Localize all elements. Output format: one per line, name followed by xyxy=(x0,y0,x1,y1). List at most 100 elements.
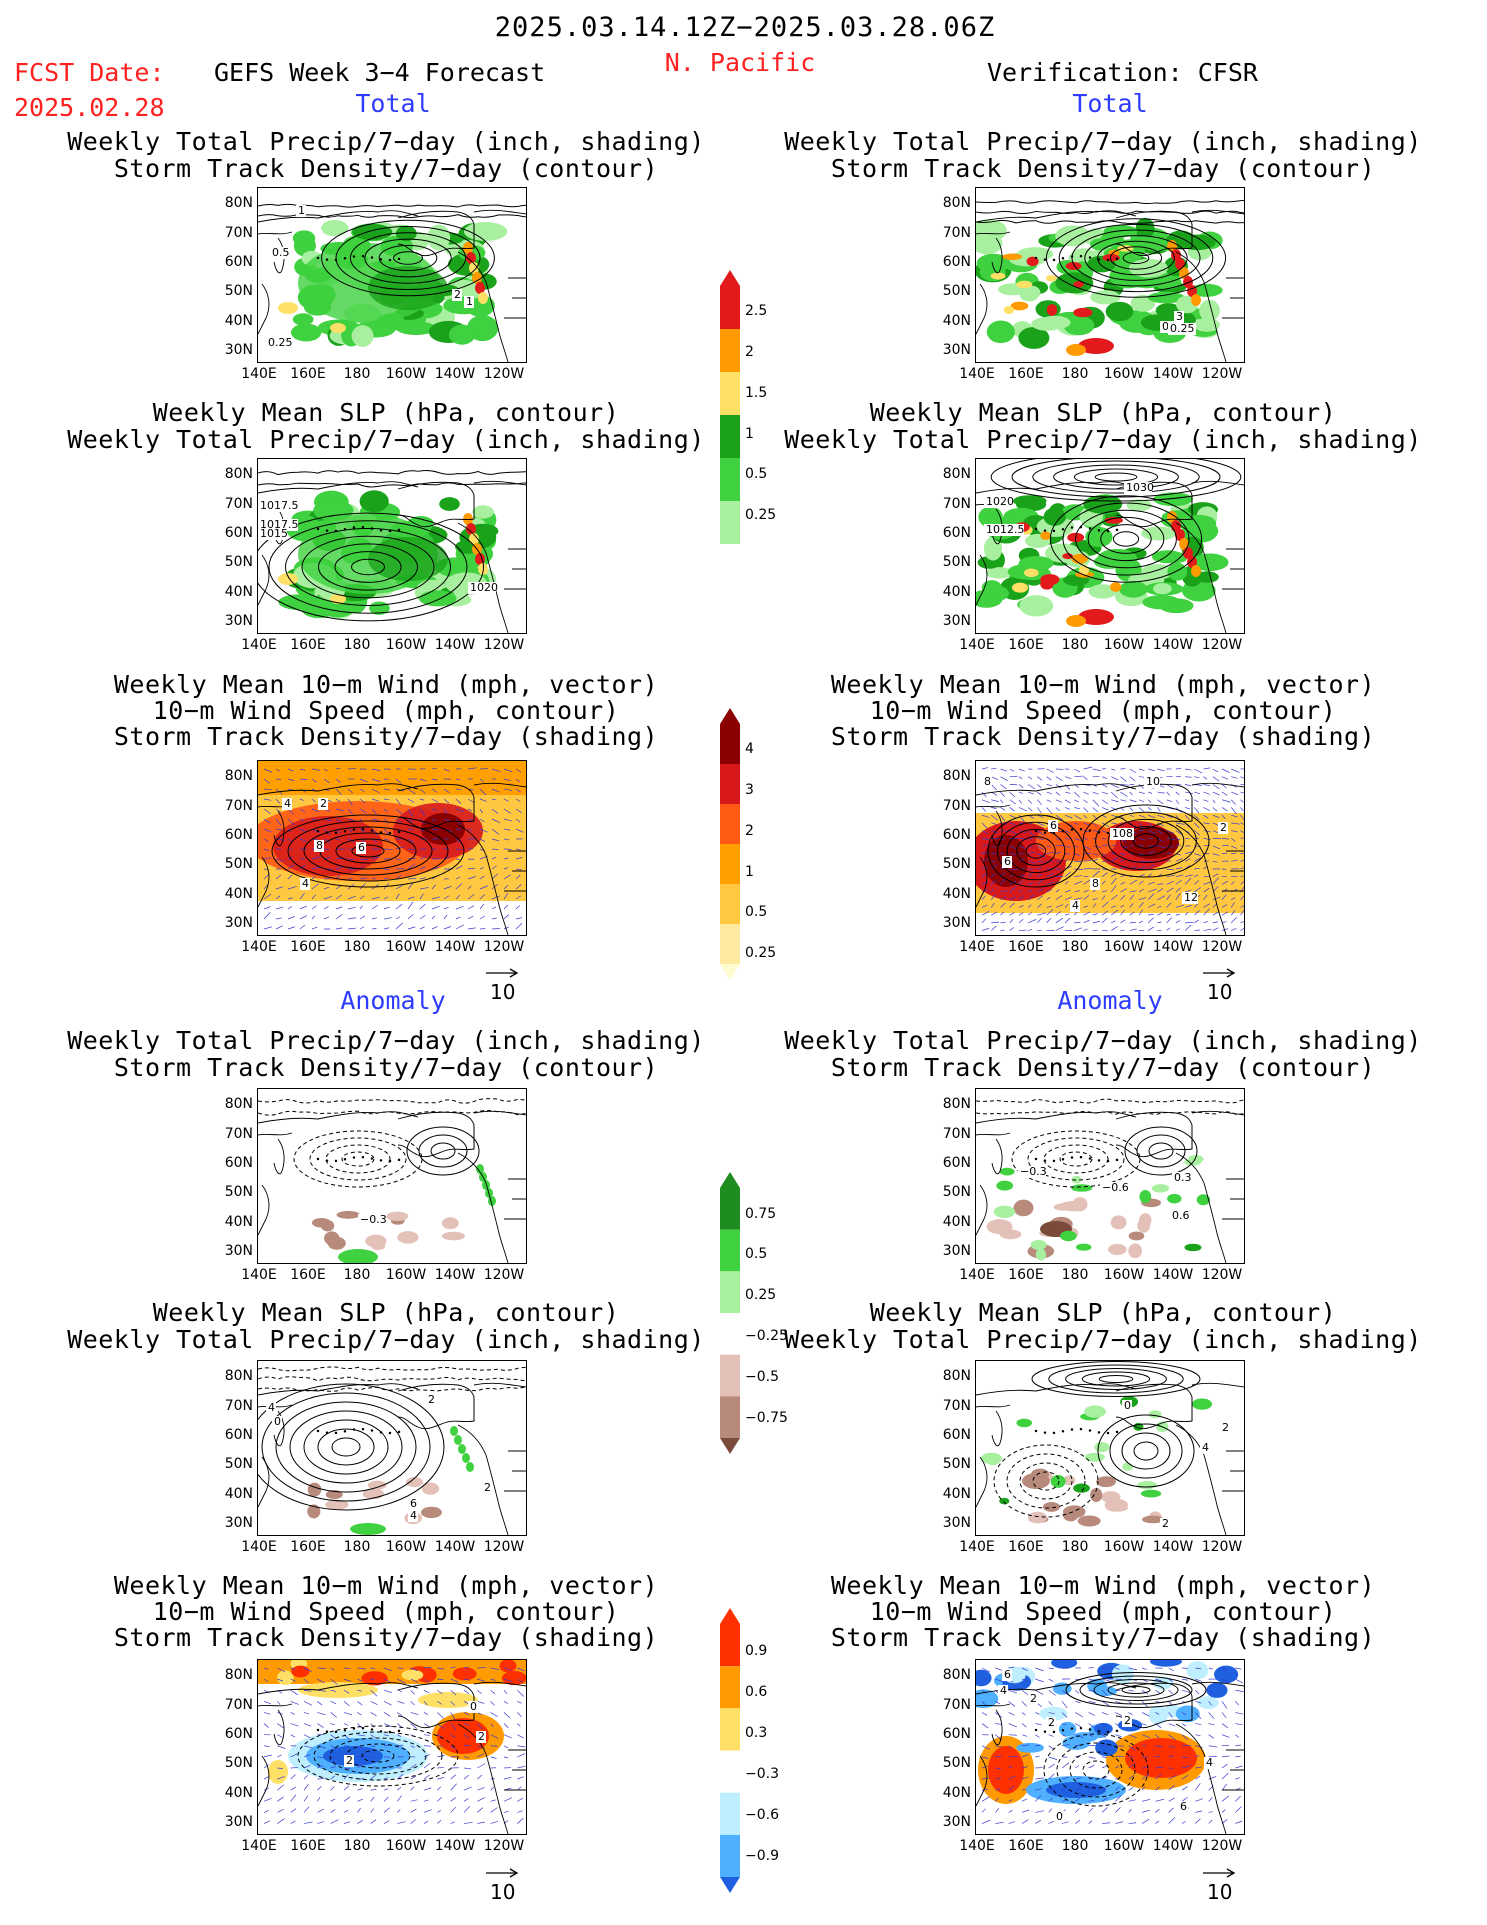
lon-label: 140W xyxy=(434,1539,476,1555)
contour-label: 0 xyxy=(470,1700,477,1713)
lat-label: 30N xyxy=(942,1814,971,1830)
lat-label: 60N xyxy=(942,827,971,843)
colorbar-segment xyxy=(720,1834,740,1877)
colorbar-segment xyxy=(720,724,740,764)
contour-label: 1020 xyxy=(986,495,1014,508)
lon-label: 140W xyxy=(1152,1267,1194,1283)
contour-label-bg xyxy=(1122,1400,1132,1412)
lat-label: 50N xyxy=(942,1456,971,1472)
cb3-label: −0.25 xyxy=(745,1328,788,1344)
coastline-outline xyxy=(976,209,1244,362)
lat-label: 50N xyxy=(224,554,253,570)
map-canvas: −0.3 −0.6 0.3 0.6 xyxy=(976,1098,1244,1263)
title-ob-tot-wind-1: Weekly Mean 10−m Wind (mph, vector) xyxy=(830,670,1376,699)
map-canvas: 1030 1020 1012.5 xyxy=(976,459,1244,633)
contour-label: 2 xyxy=(1222,1421,1229,1434)
lon-label: 120W xyxy=(483,1267,525,1283)
contour-label: 2 xyxy=(1162,1517,1169,1530)
fcst-date-value: 2025.02.28 xyxy=(14,93,165,122)
colorbar-segment xyxy=(720,708,740,724)
contour-label: 2 xyxy=(428,1393,435,1406)
lon-label: 120W xyxy=(1201,366,1243,382)
lat-label: 50N xyxy=(942,283,971,299)
cb2-label: 3 xyxy=(745,782,754,798)
contour-label: 4 xyxy=(1206,1756,1213,1769)
contour-label-bg xyxy=(982,776,992,788)
lon-label: 180 xyxy=(343,366,371,382)
title-ob-an-wind-2: 10−m Wind Speed (mph, contour) xyxy=(869,1597,1337,1626)
contour-label: 4 xyxy=(1202,1441,1209,1454)
map-canvas: 2 0 2 xyxy=(258,1660,526,1834)
lon-label: 140E xyxy=(959,366,995,382)
vector-ref-arrow-icon xyxy=(1203,968,1236,978)
lat-label: 70N xyxy=(942,225,971,241)
title-ob-an-slp-1: Weekly Mean SLP (hPa, contour) xyxy=(869,1298,1337,1327)
contour-label: 12 xyxy=(1184,891,1198,904)
title-ob-an-wind-3: Storm Track Density/7−day (shading) xyxy=(830,1623,1376,1652)
lon-label: 160E xyxy=(1008,1838,1044,1854)
contour-label-bg xyxy=(1174,311,1184,323)
lat-label: 70N xyxy=(942,1697,971,1713)
colorbar-segment xyxy=(720,544,740,560)
colorbar-segment xyxy=(720,1354,740,1397)
lat-label: 30N xyxy=(224,1515,253,1531)
wind-vector-field xyxy=(263,767,524,930)
contour-label-bg xyxy=(258,500,298,512)
title-fc-tot-slp-1: Weekly Mean SLP (hPa, contour) xyxy=(152,398,620,427)
map-panel-fc-tot-wind: 2 4 8 6 4 xyxy=(257,760,527,936)
contour-label: 8 xyxy=(984,775,991,788)
section-anomaly-right: Anomaly xyxy=(1057,986,1163,1015)
lat-label: 30N xyxy=(942,342,971,358)
colorbar-segment xyxy=(720,1438,740,1454)
contour-label-bg xyxy=(1170,1210,1192,1222)
contour-label: 0.5 xyxy=(272,246,290,259)
title-fc-an-slp-2: Weekly Total Precip/7−day (inch, shading… xyxy=(67,1325,705,1354)
contour-label: 4 xyxy=(410,1509,417,1522)
colorbar-segment xyxy=(720,1666,740,1709)
lat-label: 50N xyxy=(942,856,971,872)
contour-label: 4 xyxy=(1072,899,1079,912)
lat-label: 40N xyxy=(224,886,253,902)
map-panel-fc-tot-precip: 1 0.5 0.25 2 1 xyxy=(257,187,527,363)
coastline-outline xyxy=(258,782,526,935)
wind-vector-field xyxy=(263,1666,526,1824)
cb4-label: 0.9 xyxy=(745,1643,768,1659)
contour-label: 0.25 xyxy=(268,336,293,349)
contour-label: 6 xyxy=(1004,1668,1011,1681)
contour-label-bg xyxy=(1090,878,1100,890)
lat-label: 70N xyxy=(224,496,253,512)
colorbar-segment xyxy=(720,1271,740,1313)
lat-label: 60N xyxy=(942,254,971,270)
lon-label: 140W xyxy=(434,939,476,955)
lon-label: 140E xyxy=(241,1838,277,1854)
lon-label: 140E xyxy=(959,1838,995,1854)
lon-label: 160W xyxy=(385,939,427,955)
contour-label-bg xyxy=(266,337,294,349)
date-range: 2025.03.14.12Z−2025.03.28.06Z xyxy=(494,12,996,43)
lat-label: 50N xyxy=(942,1755,971,1771)
coastline-outline xyxy=(258,1110,526,1263)
contour-label: 4 xyxy=(1000,1684,1007,1697)
contour-label: 1017.5 xyxy=(260,518,299,531)
lon-label: 120W xyxy=(483,637,525,653)
lat-label: 70N xyxy=(224,1697,253,1713)
lat-label: 80N xyxy=(942,768,971,784)
lon-label: 120W xyxy=(483,1539,525,1555)
coastline-outline xyxy=(258,1681,526,1834)
contour-label: 6 xyxy=(1004,855,1011,868)
lat-label: 70N xyxy=(224,798,253,814)
contour-label-bg xyxy=(1178,1801,1188,1813)
lat-label: 50N xyxy=(224,1755,253,1771)
lat-label: 50N xyxy=(942,1184,971,1200)
contour-label-bg xyxy=(1168,323,1196,335)
lon-label: 140W xyxy=(434,366,476,382)
contour-label: 4 xyxy=(302,877,309,890)
contour-label-bg xyxy=(1046,1717,1056,1729)
contour-label-bg xyxy=(468,1701,478,1713)
lat-label: 30N xyxy=(224,613,253,629)
colorbar-segment xyxy=(720,964,740,980)
lat-label: 60N xyxy=(224,254,253,270)
lat-label: 80N xyxy=(942,195,971,211)
lon-label: 160E xyxy=(290,939,326,955)
map-panel-ob-tot-slp: 1030 1020 1012.5 xyxy=(975,458,1245,634)
